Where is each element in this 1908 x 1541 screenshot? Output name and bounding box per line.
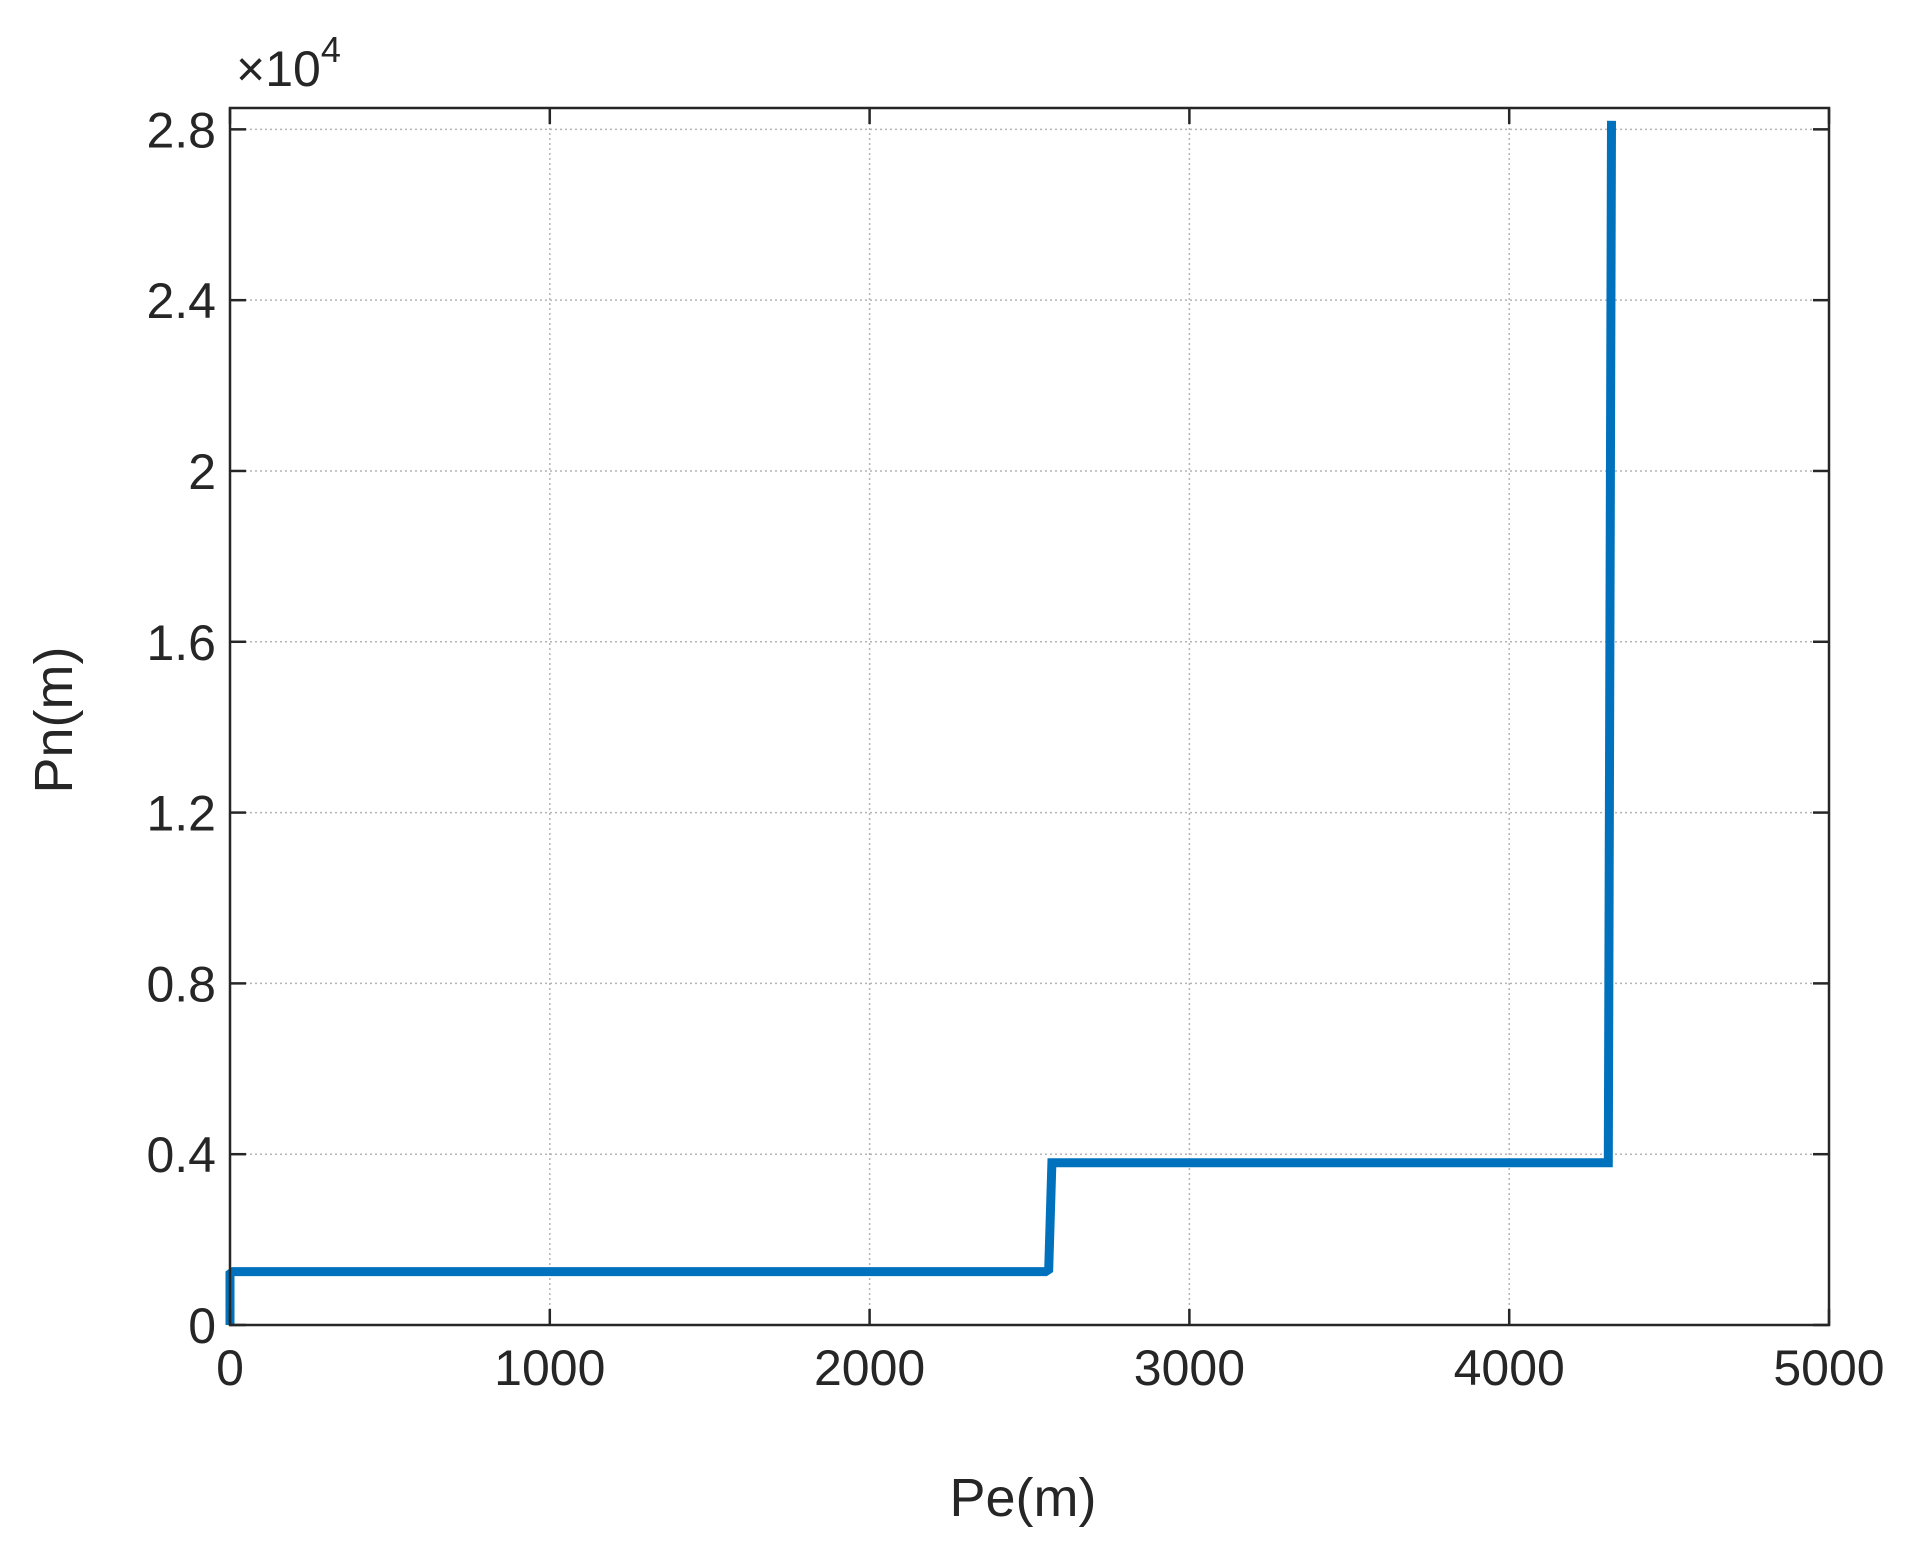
y-tick-label: 1.2: [146, 786, 216, 842]
y-tick-label: 0.8: [146, 956, 216, 1012]
x-tick-label: 3000: [1134, 1340, 1245, 1396]
x-tick-label: 0: [216, 1340, 244, 1396]
y-tick-label: 2: [188, 444, 216, 500]
y-tick-label: 1.6: [146, 615, 216, 671]
x-tick-label: 4000: [1454, 1340, 1565, 1396]
x-tick-label: 2000: [814, 1340, 925, 1396]
y-tick-labels: 0 0.4 0.8 1.2 1.6 2 2.4 2.8: [146, 102, 216, 1354]
x-tick-labels: 0 1000 2000 3000 4000 5000: [216, 1340, 1885, 1396]
y-axis-label: Pn(m): [24, 647, 84, 794]
x-tick-label: 1000: [494, 1340, 605, 1396]
y-tick-label: 2.8: [146, 102, 216, 158]
x-tick-label: 5000: [1773, 1340, 1884, 1396]
y-tick-label: 0: [188, 1298, 216, 1354]
x-axis-label: Pe(m): [950, 1468, 1097, 1528]
y-axis-exponent: ×104: [236, 29, 341, 97]
y-tick-label: 2.4: [146, 273, 216, 329]
grid-lines: [230, 108, 1829, 1325]
y-tick-label: 0.4: [146, 1127, 216, 1183]
axes-box: [228, 106, 1831, 1327]
axis-ticks: [228, 108, 1831, 1327]
